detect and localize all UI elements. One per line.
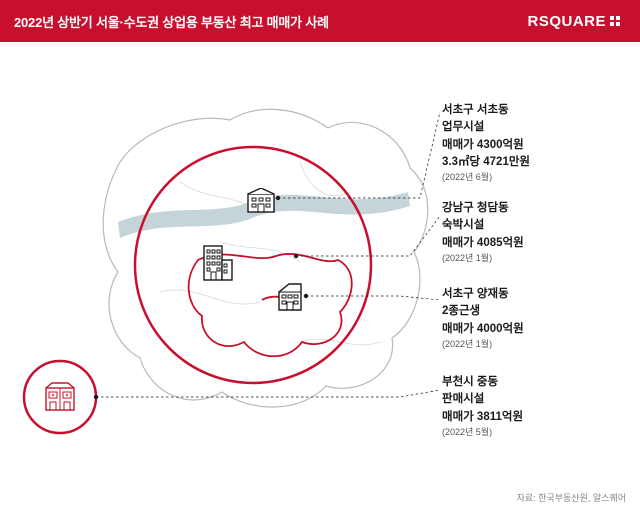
source-footer: 자료: 한국부동산원, 알스퀘어 (517, 491, 626, 504)
brand-text: RSQUARE (527, 13, 606, 30)
entry-price: 매매가 4085억원 (442, 235, 524, 252)
retail-building-icon (275, 278, 305, 317)
hotel-building-icon (202, 242, 234, 287)
entry-type: 2종근생 (442, 303, 524, 320)
entry-date: (2022년 6월) (442, 171, 530, 185)
brand-grid-icon (608, 14, 622, 28)
header-bar: 2022년 상반기 서울·수도권 상업용 부동산 최고 매매가 사례 RSQUA… (0, 0, 640, 42)
entry-type: 판매시설 (442, 391, 523, 408)
entry-seocho: 서초구 서초동 업무시설 매매가 4300억원 3.3㎡당 4721만원 (20… (442, 102, 530, 185)
entry-price: 매매가 3811억원 (442, 409, 523, 426)
entry-type: 업무시설 (442, 119, 530, 136)
entry-price: 매매가 4300억원 (442, 137, 530, 154)
entry-location: 강남구 청담동 (442, 200, 524, 217)
office-building-icon (244, 188, 278, 221)
entry-date: (2022년 1월) (442, 338, 524, 352)
entry-location: 부천시 중동 (442, 374, 523, 391)
entry-bucheon: 부천시 중동 판매시설 매매가 3811억원 (2022년 5월) (442, 374, 523, 439)
entry-location: 서초구 양재동 (442, 286, 524, 303)
entry-yangjae: 서초구 양재동 2종근생 매매가 4000억원 (2022년 1월) (442, 286, 524, 351)
entry-date: (2022년 5월) (442, 426, 523, 440)
main-focus-circle (135, 147, 371, 383)
shopping-building-icon (44, 382, 76, 417)
entry-location: 서초구 서초동 (442, 102, 530, 119)
entry-price: 매매가 4000억원 (442, 321, 524, 338)
brand-logo: RSQUARE (527, 13, 622, 30)
map-svg (0, 42, 640, 482)
entry-date: (2022년 1월) (442, 252, 524, 266)
infographic-canvas: 서초구 서초동 업무시설 매매가 4300억원 3.3㎡당 4721만원 (20… (0, 42, 640, 482)
entry-cheongdam: 강남구 청담동 숙박시설 매매가 4085억원 (2022년 1월) (442, 200, 524, 265)
entry-type: 숙박시설 (442, 217, 524, 234)
entry-sub: 3.3㎡당 4721만원 (442, 154, 530, 171)
page-title: 2022년 상반기 서울·수도권 상업용 부동산 최고 매매가 사례 (14, 12, 329, 31)
